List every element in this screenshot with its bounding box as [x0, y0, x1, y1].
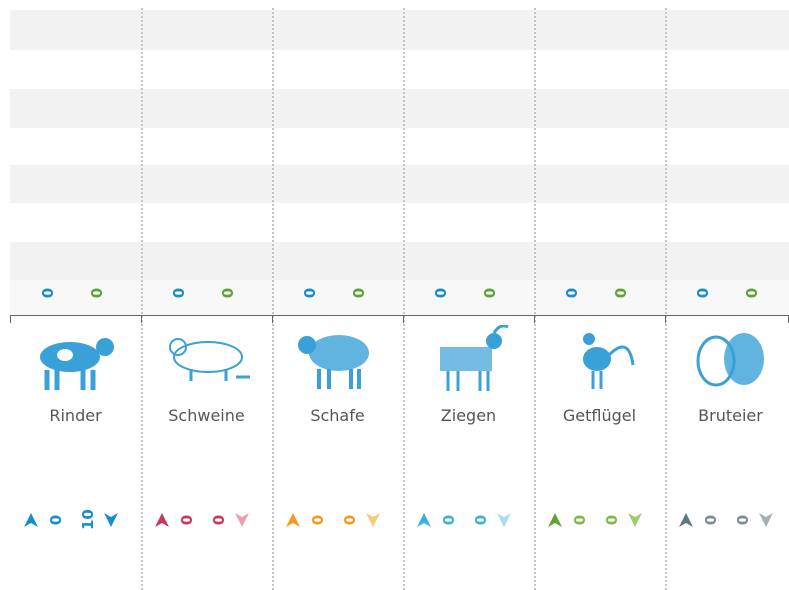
- band: [10, 280, 789, 315]
- down-arrow: [497, 513, 511, 527]
- bottom-count: 0: [179, 510, 195, 530]
- axis-tick: [665, 315, 666, 323]
- top-count: 0: [433, 283, 449, 303]
- animal-label: Rinder: [10, 406, 141, 425]
- bottom-count: 10: [80, 510, 96, 530]
- animal-label: Bruteier: [665, 406, 789, 425]
- top-count: 0: [744, 283, 760, 303]
- column-divider: [403, 8, 405, 590]
- band: [10, 10, 789, 50]
- bottom-count: 0: [310, 510, 326, 530]
- top-count: 0: [695, 283, 711, 303]
- animal-icon: [287, 325, 387, 395]
- animal-icon: [418, 325, 518, 395]
- top-count: 0: [613, 283, 629, 303]
- down-arrow: [759, 513, 773, 527]
- top-count: 0: [171, 283, 187, 303]
- axis-tick: [141, 315, 142, 323]
- band: [10, 165, 789, 203]
- bottom-count: 0: [342, 510, 358, 530]
- band: [10, 89, 789, 128]
- animal-icon: [25, 325, 125, 395]
- top-count: 0: [302, 283, 318, 303]
- bottom-count: 0: [735, 510, 751, 530]
- top-count: 0: [564, 283, 580, 303]
- animal-label: Ziegen: [403, 406, 534, 425]
- up-arrow: [679, 513, 693, 527]
- band: [10, 242, 789, 280]
- up-arrow: [417, 513, 431, 527]
- animal-label: Schafe: [272, 406, 403, 425]
- column-divider: [534, 8, 536, 590]
- axis-tick: [272, 315, 273, 323]
- top-count: 0: [482, 283, 498, 303]
- animal-icon: [156, 325, 256, 395]
- axis-tick: [10, 315, 11, 323]
- axis-tick: [403, 315, 404, 323]
- bottom-count: 0: [572, 510, 588, 530]
- animal-icon: [549, 325, 649, 395]
- bottom-count: 0: [48, 510, 64, 530]
- bottom-count: 0: [211, 510, 227, 530]
- up-arrow: [286, 513, 300, 527]
- top-count: 0: [89, 283, 105, 303]
- bottom-count: 0: [604, 510, 620, 530]
- bottom-count: 0: [441, 510, 457, 530]
- animal-label: Schweine: [141, 406, 272, 425]
- up-arrow: [24, 513, 38, 527]
- down-arrow: [104, 513, 118, 527]
- top-count: 0: [351, 283, 367, 303]
- down-arrow: [628, 513, 642, 527]
- column-divider: [141, 8, 143, 590]
- bottom-count: 0: [473, 510, 489, 530]
- animal-icon: [680, 325, 780, 395]
- column-divider: [272, 8, 274, 590]
- down-arrow: [366, 513, 380, 527]
- page: 00Rinder01000Schweine0000Schafe0000Ziege…: [0, 0, 789, 590]
- axis-tick: [534, 315, 535, 323]
- bottom-count: 0: [703, 510, 719, 530]
- animal-label: Getflügel: [534, 406, 665, 425]
- down-arrow: [235, 513, 249, 527]
- up-arrow: [155, 513, 169, 527]
- up-arrow: [548, 513, 562, 527]
- top-count: 0: [220, 283, 236, 303]
- column-divider: [665, 8, 667, 590]
- axis: [10, 315, 789, 316]
- top-count: 0: [40, 283, 56, 303]
